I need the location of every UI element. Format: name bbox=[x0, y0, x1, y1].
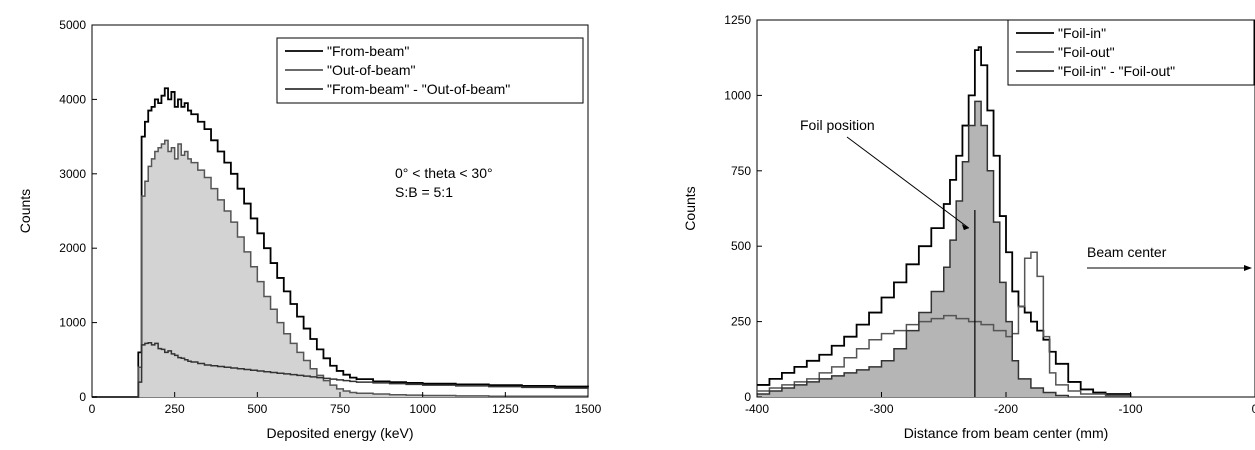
beam-center-arrowhead bbox=[1244, 265, 1252, 271]
series-line-1 bbox=[757, 251, 1132, 397]
foil-arrowhead bbox=[961, 224, 969, 231]
y-axis-title: Counts bbox=[682, 186, 698, 230]
series-line-0 bbox=[92, 87, 589, 398]
y-tick-label: 0 bbox=[744, 390, 751, 404]
y-tick-label: 2000 bbox=[59, 241, 86, 255]
x-tick-label: 1250 bbox=[492, 402, 519, 416]
y-axis-title: Counts bbox=[17, 189, 33, 233]
series-line-1 bbox=[92, 139, 588, 398]
legend-entry: "From-beam" - "Out-of-beam" bbox=[327, 81, 510, 97]
chart-deposited-energy: 0 250 500 750 1000 1250 1500 0 1000 2000 3000 4000 5… bbox=[17, 18, 602, 441]
series-line-2 bbox=[92, 341, 589, 398]
y-tick-label: 1250 bbox=[724, 13, 751, 27]
x-tick-label: -100 bbox=[1118, 402, 1142, 416]
legend-box bbox=[276, 37, 584, 104]
legend-entry: "From-beam" bbox=[327, 43, 409, 59]
x-tick-label: -200 bbox=[994, 402, 1018, 416]
legend-entry: "Foil-in" - "Foil-out" bbox=[1058, 63, 1175, 79]
x-tick-label: 750 bbox=[330, 402, 350, 416]
annotation: 0° < theta < 30° bbox=[395, 165, 493, 181]
x-axis-title: Deposited energy (keV) bbox=[266, 425, 413, 441]
y-tick-label: 5000 bbox=[59, 18, 86, 32]
chart-beam-distance: -400 -300 -200 -100 0 0 250 500 750 1000 1250 Dista… bbox=[682, 13, 1255, 441]
annotation: Beam center bbox=[1087, 244, 1167, 260]
y-tick-label: 250 bbox=[731, 315, 751, 329]
x-tick-label: 1000 bbox=[409, 402, 436, 416]
x-tick-label: -400 bbox=[745, 402, 769, 416]
legend-entry: "Out-of-beam" bbox=[327, 62, 416, 78]
y-tick-label: 3000 bbox=[59, 167, 86, 181]
series-fill-2 bbox=[757, 101, 1069, 397]
y-tick-label: 1000 bbox=[724, 88, 751, 102]
y-tick-label: 0 bbox=[79, 390, 86, 404]
x-tick-label: 0 bbox=[89, 402, 96, 416]
y-tick-label: 4000 bbox=[59, 92, 86, 106]
x-tick-label: 250 bbox=[165, 402, 185, 416]
foil-arrow bbox=[846, 136, 970, 229]
x-axis-title: Distance from beam center (mm) bbox=[904, 425, 1109, 441]
x-tick-label: 500 bbox=[247, 402, 267, 416]
y-tick-label: 1000 bbox=[59, 316, 86, 330]
series-line-2 bbox=[757, 100, 1069, 397]
x-tick-label: 0 bbox=[1252, 402, 1255, 416]
annotation: S:B = 5:1 bbox=[395, 184, 453, 200]
x-tick-label: 1500 bbox=[575, 402, 602, 416]
series-fill-1 bbox=[92, 140, 588, 397]
x-tick-label: -300 bbox=[869, 402, 893, 416]
y-tick-label: 750 bbox=[731, 164, 751, 178]
y-tick-label: 500 bbox=[731, 239, 751, 253]
legend-entry: "Foil-out" bbox=[1058, 44, 1115, 60]
legend-entry: "Foil-in" bbox=[1058, 25, 1106, 41]
annotation: Foil position bbox=[800, 117, 875, 133]
